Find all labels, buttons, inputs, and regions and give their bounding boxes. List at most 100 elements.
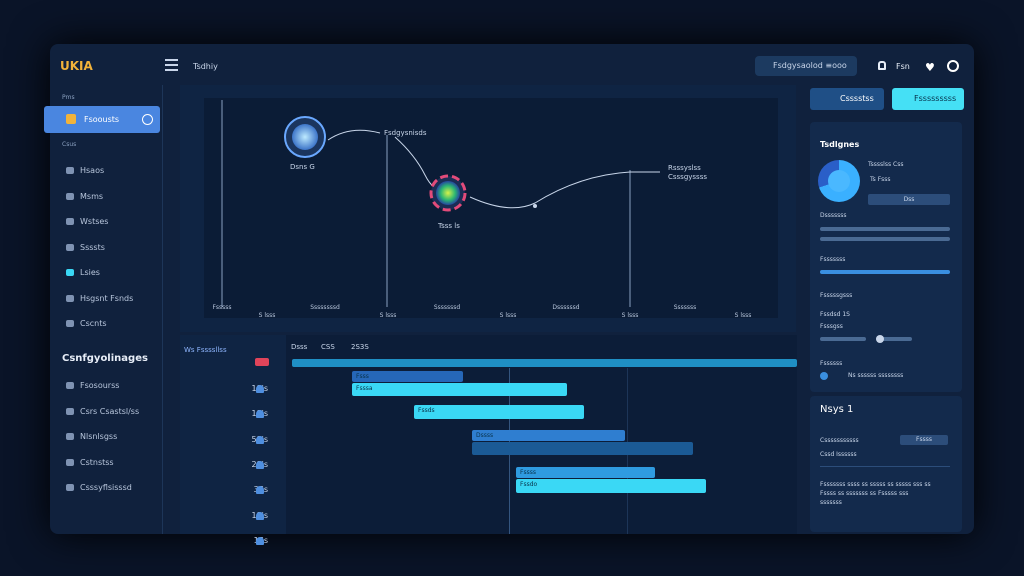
label: Ssssts (80, 242, 105, 252)
progress (820, 237, 950, 241)
card (810, 396, 962, 532)
node-core (436, 181, 460, 205)
node-label: Rsssyslss (668, 164, 701, 172)
icon (66, 167, 74, 174)
icon (66, 192, 74, 200)
label: Fsosourss (80, 381, 120, 390)
bar[interactable]: Fsss (352, 371, 463, 382)
user-name[interactable]: Fsn (896, 62, 910, 71)
search-box[interactable]: Fsdgysaolod ≡ooo (755, 56, 857, 76)
column-header: Dsss (291, 343, 308, 351)
section-title: Nsys 1 (820, 404, 854, 415)
row-button[interactable]: Fssss (900, 435, 948, 445)
column-header: CSS (321, 343, 335, 351)
timeline-header: Ws Fssssllss (184, 346, 227, 354)
label: Fssdsd 1S (820, 311, 850, 318)
node-label: Fsdgysnisds (384, 129, 427, 137)
edge (327, 129, 381, 141)
card-title: Tsdlgnes (820, 140, 860, 149)
sidebar-item[interactable]: Cstnstss (66, 458, 114, 467)
row-icon[interactable] (256, 410, 264, 419)
slider[interactable] (876, 337, 912, 341)
icon (66, 114, 76, 124)
icon (66, 382, 74, 389)
axis-label: S lsss (734, 312, 752, 319)
bar[interactable]: Fsssa (352, 383, 567, 396)
icon (142, 114, 153, 125)
axis-label: Sssssss (673, 304, 697, 311)
icon (66, 458, 74, 466)
node-core (292, 124, 318, 150)
label: Hsaos (80, 166, 105, 175)
row-icon[interactable] (256, 536, 264, 545)
heart-icon[interactable]: ♥ (925, 61, 935, 74)
progress (820, 270, 950, 274)
sidebar-item[interactable]: Hsgsnt Fsnds (66, 294, 133, 303)
profile-icon[interactable] (947, 60, 959, 72)
row-icon[interactable] (256, 385, 264, 393)
card-button[interactable]: Dss (868, 194, 950, 205)
label: Msms (80, 191, 104, 201)
icon (66, 407, 74, 415)
sidebar-item[interactable]: Ssssts (66, 243, 105, 252)
label: Ns ssssss ssssssss (848, 372, 904, 379)
axis-label: S lsss (379, 312, 397, 319)
button[interactable]: Csssstss (810, 88, 884, 110)
section-label: Csus (62, 141, 77, 148)
label: Fsoousts (84, 115, 120, 124)
row-icon[interactable] (256, 460, 264, 469)
label: Lsies (80, 268, 100, 277)
sidebar-item[interactable]: Msms (66, 192, 103, 201)
bar[interactable]: Fssds (414, 405, 584, 419)
sidebar-item[interactable]: Hsaos (66, 166, 104, 175)
sidebar-item[interactable]: Csrs Csastsl/ss (66, 407, 139, 416)
sidebar-item[interactable]: Csssyflsisssd (66, 483, 132, 492)
sidebar-item[interactable]: Wstses (66, 217, 108, 226)
slider-thumb[interactable] (876, 335, 884, 343)
icon (66, 484, 74, 491)
node-label: Tsss ls (438, 222, 460, 230)
icon (66, 218, 74, 225)
bar[interactable]: Fssss (516, 467, 655, 478)
progress (820, 227, 950, 231)
toggle[interactable] (820, 372, 828, 380)
button[interactable]: Fsssssssss (892, 88, 964, 110)
lock-icon[interactable] (878, 61, 886, 70)
divider (820, 466, 950, 467)
badge (255, 358, 269, 366)
bar[interactable]: Dssss (472, 430, 625, 441)
timeline-list (180, 335, 286, 534)
label: Cscnts (80, 319, 107, 328)
row: Cssd Issssss (820, 451, 857, 458)
row-icon[interactable] (256, 511, 264, 520)
bar[interactable] (292, 359, 797, 367)
slider[interactable] (820, 337, 866, 341)
sidebar-item[interactable]: Cscnts (66, 319, 107, 328)
paragraph: Fsssssss ssss ss sssss ss sssss sss ss F… (820, 481, 931, 506)
active-item[interactable]: Fsoousts (44, 106, 160, 133)
label: Dsssssss (820, 212, 847, 219)
edge (469, 171, 660, 209)
section-label: Pms (62, 94, 75, 101)
sidebar-item[interactable]: Nlsnlsgss (66, 432, 117, 441)
sidebar-heading: Csnfgyolinages (62, 353, 148, 364)
column-header: 2S3S (351, 343, 369, 351)
sidebar-item[interactable]: Lsies (66, 268, 100, 277)
row-icon[interactable] (256, 435, 264, 444)
sidebar-item[interactable]: Fsosourss (66, 381, 119, 390)
axis-label: S lsss (621, 312, 639, 319)
point (533, 204, 537, 208)
divider (162, 85, 163, 534)
row-icon[interactable] (256, 486, 264, 495)
legend-item: Ts Fsss (870, 176, 891, 183)
label: Fsssssgsss (820, 292, 853, 299)
bar[interactable] (472, 442, 693, 455)
menu-button[interactable] (165, 59, 178, 71)
bar[interactable]: Fssdo (516, 479, 706, 493)
icon (66, 294, 74, 302)
label: Csssyflsisssd (80, 483, 132, 492)
axis-label: S lsss (258, 312, 276, 319)
node-label: Dsns G (290, 163, 315, 171)
